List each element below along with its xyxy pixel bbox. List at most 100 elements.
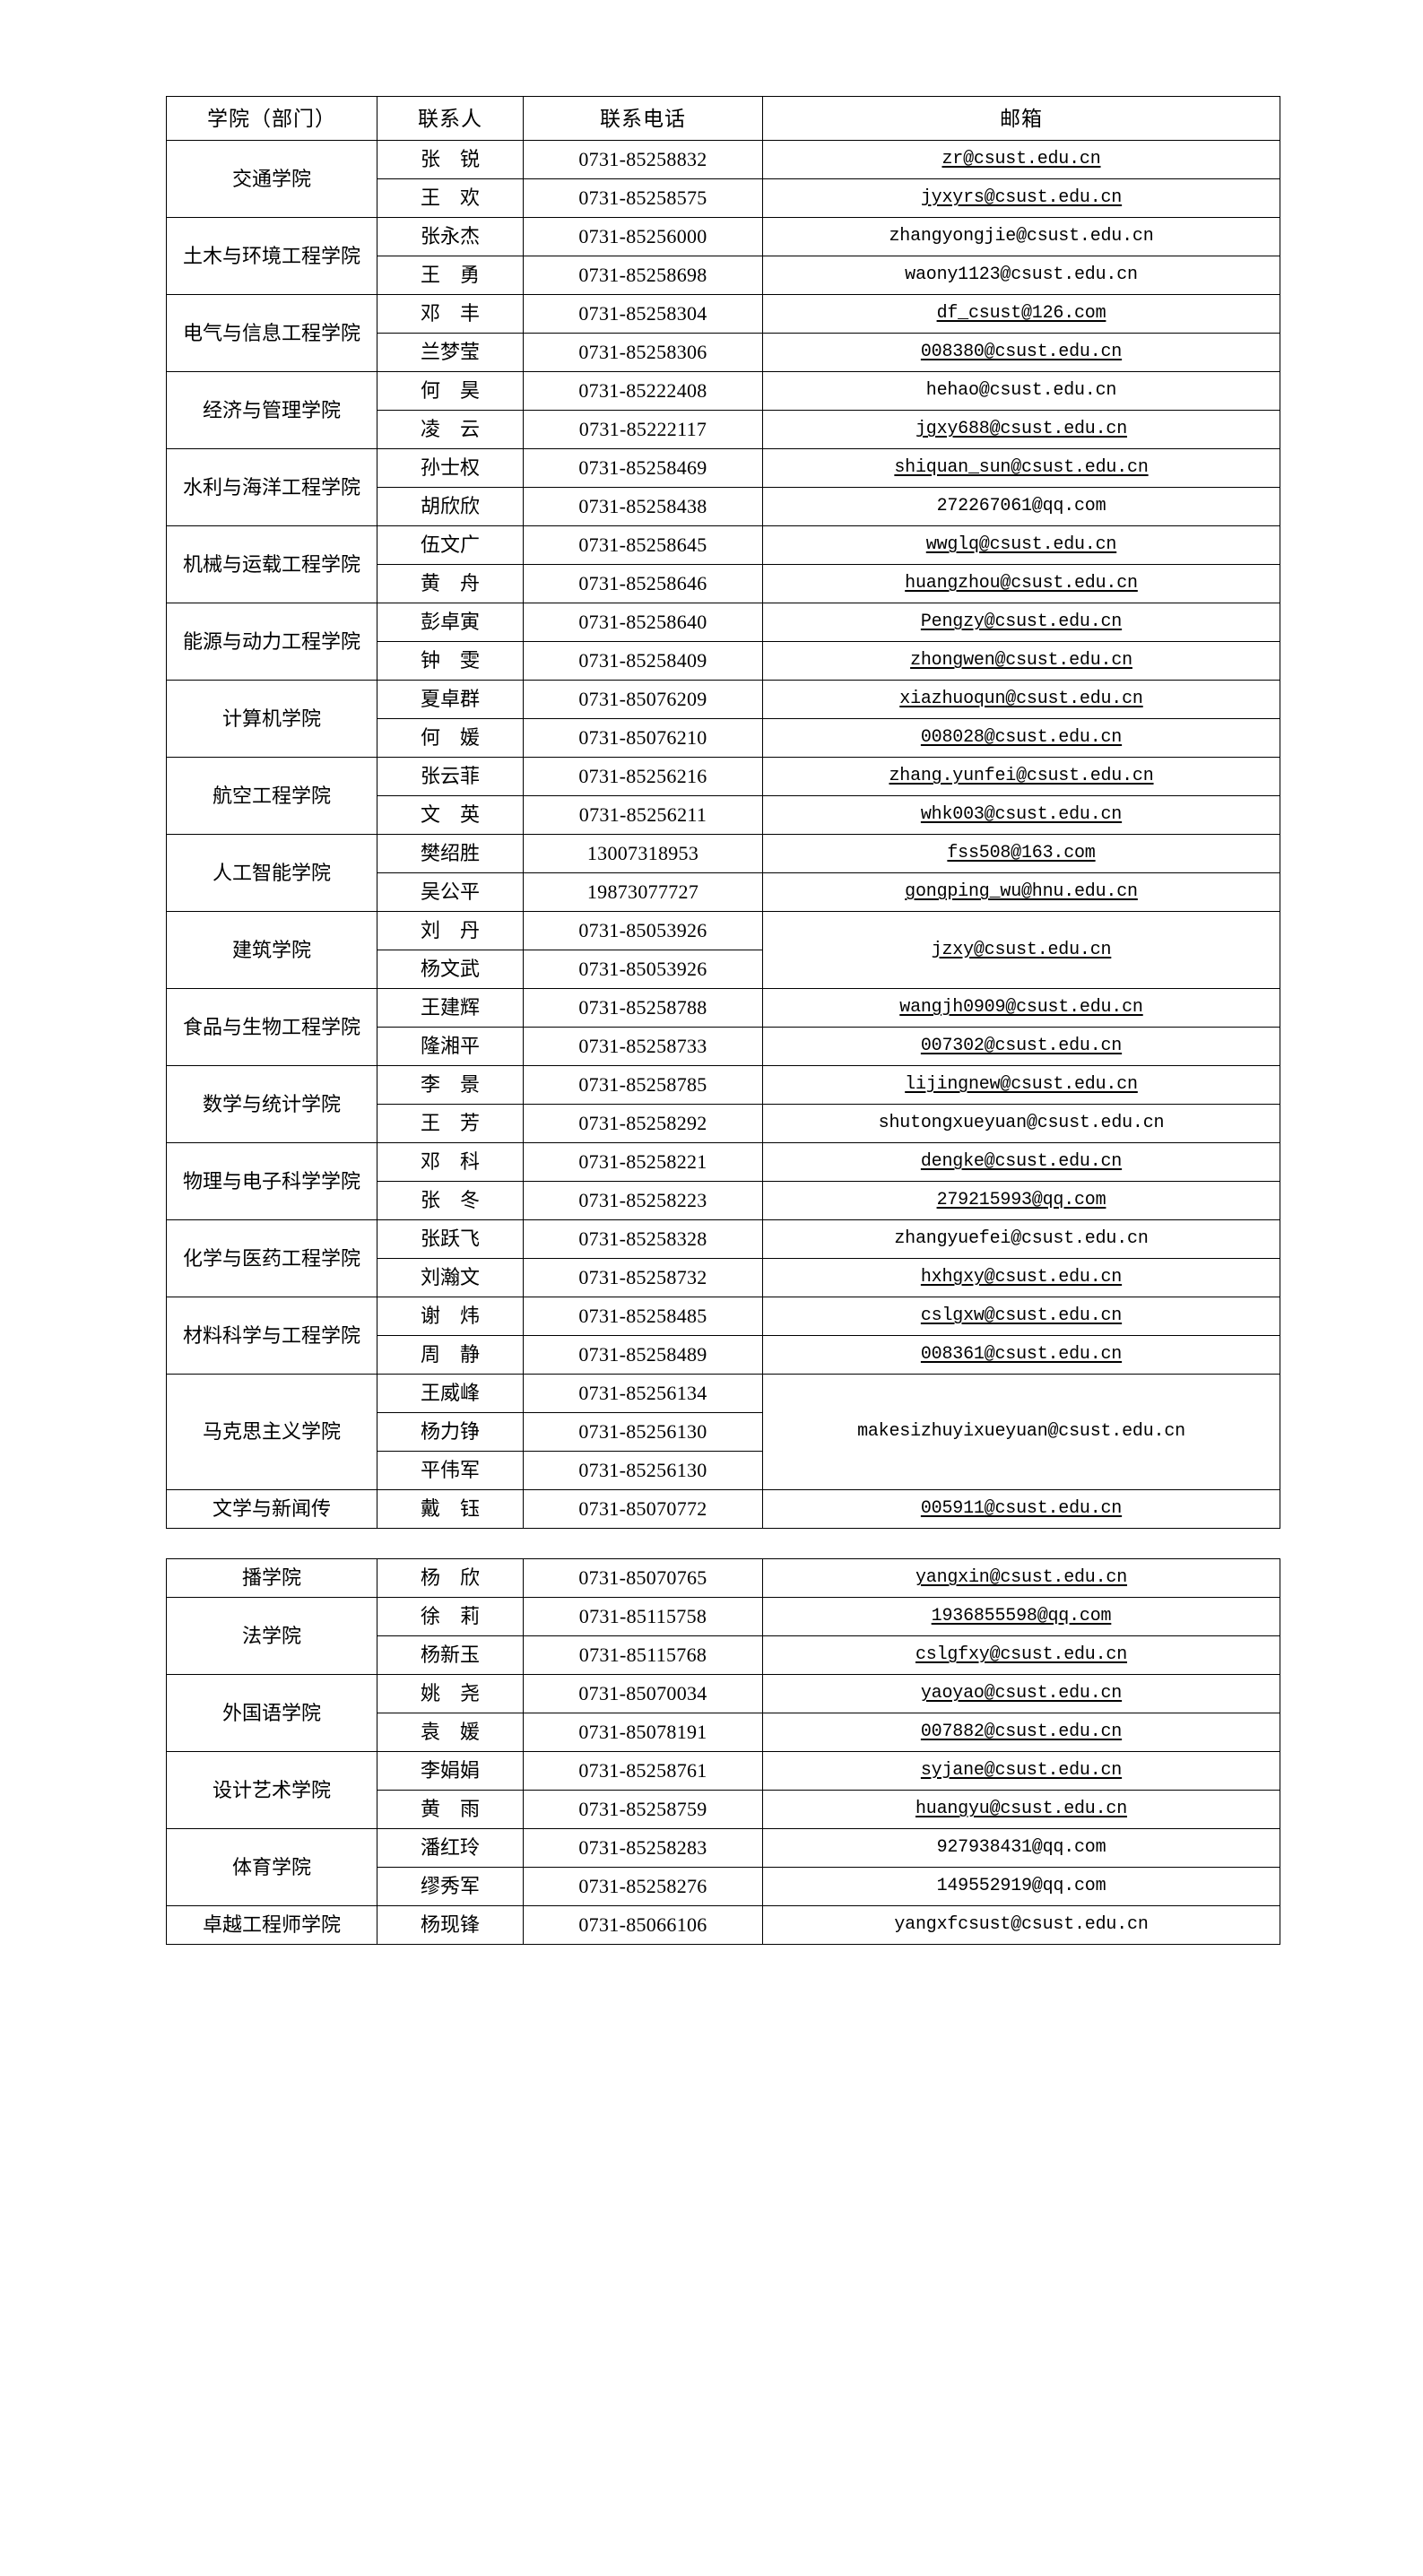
table-row: 王 芳 0731-85258292 shutongxueyuan@csust.edu… bbox=[167, 1104, 1280, 1143]
email-link-cell[interactable]: 005911@csust.edu.cn bbox=[762, 1489, 1280, 1529]
contact-person-cell: 凌 云 bbox=[377, 410, 524, 449]
email-link-cell[interactable]: df_csust@126.com bbox=[762, 294, 1280, 334]
email-link-cell[interactable]: 008361@csust.edu.cn bbox=[762, 1335, 1280, 1375]
phone-cell: 0731-85076210 bbox=[523, 718, 763, 758]
contact-person-cell: 刘瀚文 bbox=[377, 1258, 524, 1297]
department-cell: 建筑学院 bbox=[166, 911, 377, 989]
phone-cell: 0731-85258640 bbox=[523, 603, 763, 642]
phone-cell: 0731-85258489 bbox=[523, 1335, 763, 1375]
email-link-cell[interactable]: dengke@csust.edu.cn bbox=[762, 1142, 1280, 1182]
department-cell: 文学与新闻传 bbox=[166, 1489, 377, 1529]
contact-person-cell: 平伟军 bbox=[377, 1451, 524, 1490]
phone-cell: 0731-85258698 bbox=[523, 256, 763, 295]
phone-cell: 13007318953 bbox=[523, 834, 763, 873]
email-link-cell[interactable]: zhang.yunfei@csust.edu.cn bbox=[762, 757, 1280, 796]
table-row: 张 冬 0731-85258223 279215993@qq.com bbox=[167, 1181, 1280, 1220]
email-link-cell[interactable]: huangyu@csust.edu.cn bbox=[762, 1790, 1280, 1829]
contact-person-cell: 刘 丹 bbox=[377, 911, 524, 950]
email-link-cell[interactable]: 279215993@qq.com bbox=[762, 1181, 1280, 1220]
phone-cell: 0731-85258223 bbox=[523, 1181, 763, 1220]
email-link-cell[interactable]: 008380@csust.edu.cn bbox=[762, 333, 1280, 372]
phone-cell: 0731-85258438 bbox=[523, 487, 763, 526]
phone-cell: 0731-85256211 bbox=[523, 795, 763, 835]
phone-cell: 0731-85258276 bbox=[523, 1867, 763, 1906]
email-link-cell[interactable]: zr@csust.edu.cn bbox=[762, 140, 1280, 179]
column-header-email: 邮箱 bbox=[762, 96, 1280, 141]
email-link-cell[interactable]: zhongwen@csust.edu.cn bbox=[762, 641, 1280, 681]
email-link-cell[interactable]: jzxy@csust.edu.cn bbox=[762, 911, 1280, 989]
email-text: wangjh0909@csust.edu.cn bbox=[899, 997, 1143, 1019]
contact-person-cell: 钟 雯 bbox=[377, 641, 524, 681]
contact-table-part1: 学院（部门） 联系人 联系电话 邮箱 交通学院张 锐 0731-85258832 z… bbox=[166, 96, 1280, 1529]
table-row: 法学院徐 莉 0731-85115758 1936855598@qq.com bbox=[166, 1597, 1280, 1675]
email-link-cell[interactable]: 007302@csust.edu.cn bbox=[762, 1027, 1280, 1066]
email-link-cell[interactable]: 008028@csust.edu.cn bbox=[762, 718, 1280, 758]
department-cell: 物理与电子科学学院 bbox=[166, 1142, 377, 1220]
contact-person-cell: 孙士权 bbox=[377, 448, 524, 488]
email-link-cell[interactable]: 007882@csust.edu.cn bbox=[762, 1713, 1280, 1752]
email-link-cell[interactable]: huangzhou@csust.edu.cn bbox=[762, 564, 1280, 603]
email-link-cell[interactable]: cslgxw@csust.edu.cn bbox=[762, 1297, 1280, 1336]
table-row: 建筑学院刘 丹 0731-85053926 jzxy@csust.edu.cn bbox=[166, 911, 1280, 989]
table-row: 航空工程学院 张云菲 0731-85256216 zhang.yunfei@csust… bbox=[166, 757, 1280, 835]
table-row: 杨文武 0731-85053926 bbox=[167, 950, 1280, 989]
phone-cell: 0731-85258283 bbox=[523, 1828, 763, 1868]
phone-cell: 0731-85258485 bbox=[523, 1297, 763, 1336]
phone-cell: 0731-85256000 bbox=[523, 217, 763, 256]
email-link-cell[interactable]: yaoyao@csust.edu.cn bbox=[762, 1674, 1280, 1713]
phone-cell: 0731-85078191 bbox=[523, 1713, 763, 1752]
contact-person-cell: 张永杰 bbox=[377, 217, 524, 256]
phone-cell: 0731-85115758 bbox=[523, 1597, 763, 1636]
phone-cell: 0731-85053926 bbox=[523, 911, 763, 950]
table-row: 外国语学院姚 尧 0731-85070034 yaoyao@csust.edu.cn bbox=[166, 1674, 1280, 1752]
email-text: shutongxueyuan@csust.edu.cn bbox=[878, 1113, 1165, 1134]
table-row: 吴公平 19873077727 gongping_wu@hnu.edu.cn bbox=[167, 872, 1280, 912]
email-link-cell[interactable]: lijingnew@csust.edu.cn bbox=[762, 1065, 1280, 1105]
table-row: 何 媛 0731-85076210 008028@csust.edu.cn bbox=[167, 718, 1280, 758]
email-text: 272267061@qq.com bbox=[936, 496, 1106, 517]
email-text: lijingnew@csust.edu.cn bbox=[905, 1074, 1138, 1096]
phone-cell: 0731-85258306 bbox=[523, 333, 763, 372]
email-link-cell[interactable]: jgxy688@csust.edu.cn bbox=[762, 410, 1280, 449]
email-link-cell[interactable]: gongping_wu@hnu.edu.cn bbox=[762, 872, 1280, 912]
email-link-cell[interactable]: wwglq@csust.edu.cn bbox=[762, 525, 1280, 565]
department-cell: 设计艺术学院 bbox=[166, 1751, 377, 1829]
contact-person-cell: 杨力铮 bbox=[377, 1412, 524, 1452]
email-link-cell[interactable]: hxhgxy@csust.edu.cn bbox=[762, 1258, 1280, 1297]
table-row: 周 静 0731-85258489 008361@csust.edu.cn bbox=[167, 1335, 1280, 1375]
email-text: yangxin@csust.edu.cn bbox=[915, 1567, 1128, 1589]
table-row: 刘瀚文 0731-85258732 hxhgxy@csust.edu.cn bbox=[167, 1258, 1280, 1297]
email-link-cell[interactable]: whk003@csust.edu.cn bbox=[762, 795, 1280, 835]
email-text: yaoyao@csust.edu.cn bbox=[920, 1683, 1123, 1704]
email-link-cell[interactable]: jyxyrs@csust.edu.cn bbox=[762, 178, 1280, 218]
email-link-cell[interactable]: fss508@163.com bbox=[762, 834, 1280, 873]
table-row: 卓越工程师学院 杨现锋 0731-85066106 yangxfcsust@csust… bbox=[166, 1905, 1280, 1945]
contact-person-cell: 姚 尧 bbox=[377, 1674, 524, 1713]
phone-cell: 0731-85258832 bbox=[523, 140, 763, 179]
email-text: huangzhou@csust.edu.cn bbox=[905, 573, 1138, 594]
email-text: gongping_wu@hnu.edu.cn bbox=[905, 881, 1138, 903]
email-link-cell[interactable]: cslgfxy@csust.edu.cn bbox=[762, 1635, 1280, 1675]
email-text: zhangyuefei@csust.edu.cn bbox=[894, 1228, 1149, 1250]
email-link-cell[interactable]: wangjh0909@csust.edu.cn bbox=[762, 988, 1280, 1028]
department-cell: 能源与动力工程学院 bbox=[166, 603, 377, 681]
email-link-cell[interactable]: Pengzy@csust.edu.cn bbox=[762, 603, 1280, 642]
phone-cell: 0731-85258788 bbox=[523, 988, 763, 1028]
email-link-cell[interactable]: xiazhuoqun@csust.edu.cn bbox=[762, 680, 1280, 719]
phone-cell: 0731-85076209 bbox=[523, 680, 763, 719]
email-cell: 927938431@qq.com bbox=[762, 1828, 1280, 1868]
email-link-cell[interactable]: yangxin@csust.edu.cn bbox=[762, 1558, 1280, 1598]
contact-person-cell: 兰梦莹 bbox=[377, 333, 524, 372]
email-text: 008361@csust.edu.cn bbox=[920, 1344, 1123, 1366]
phone-cell: 0731-85070034 bbox=[523, 1674, 763, 1713]
email-cell: makesizhuyixueyuan@csust.edu.cn bbox=[762, 1374, 1280, 1490]
table-row: 人工智能学院 樊绍胜 13007318953 fss508@163.com bbox=[166, 834, 1280, 912]
contact-person-cell: 黄 舟 bbox=[377, 564, 524, 603]
email-link-cell[interactable]: syjane@csust.edu.cn bbox=[762, 1751, 1280, 1791]
table-row: 设计艺术学院 李娟娟 0731-85258761 syjane@csust.edu.c… bbox=[166, 1751, 1280, 1829]
email-link-cell[interactable]: 1936855598@qq.com bbox=[762, 1597, 1280, 1636]
table-row: 交通学院张 锐 0731-85258832 zr@csust.edu.cn bbox=[166, 140, 1280, 218]
email-link-cell[interactable]: shiquan_sun@csust.edu.cn bbox=[762, 448, 1280, 488]
email-text: 008028@csust.edu.cn bbox=[920, 727, 1123, 749]
email-text: shiquan_sun@csust.edu.cn bbox=[894, 457, 1149, 479]
